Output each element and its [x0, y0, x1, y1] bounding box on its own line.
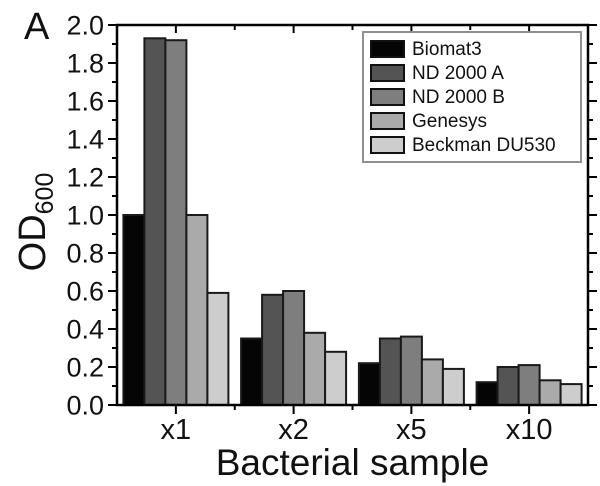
bar-nd-2000-a-x5 [378, 337, 402, 406]
legend-label: Genesys [412, 110, 487, 132]
legend-item: Beckman DU530 [370, 133, 575, 157]
y-axis-title-subscript: 600 [31, 172, 59, 215]
legend-swatch-icon [370, 40, 405, 58]
legend-label: ND 2000 A [412, 62, 504, 84]
y-tick-label: 1.4 [66, 125, 104, 155]
bar-genesys-x5 [420, 358, 444, 406]
legend-label: Beckman DU530 [412, 134, 556, 156]
y-tick-label: 0.8 [66, 239, 104, 269]
y-axis-title: OD600 [7, 142, 59, 302]
bar-biomat3-x10 [475, 381, 499, 407]
bar-beckman-du530-x2 [324, 350, 348, 406]
legend-item: Biomat3 [370, 37, 575, 61]
bar-nd-2000-b-x2 [282, 290, 306, 406]
bar-beckman-du530-x5 [441, 367, 465, 406]
y-tick-label: 1.0 [66, 201, 104, 231]
legend-label: Biomat3 [412, 38, 482, 60]
bar-beckman-du530-x10 [559, 383, 583, 407]
bar-nd-2000-a-x2 [261, 293, 285, 406]
x-axis-title: Bacterial sample [215, 442, 490, 483]
y-tick-label: 1.6 [66, 87, 104, 117]
bar-nd-2000-b-x10 [517, 364, 541, 407]
bar-nd-2000-b-x5 [399, 335, 423, 407]
legend-swatch-icon [370, 112, 405, 130]
y-tick-label: 1.8 [66, 49, 104, 79]
bar-nd-2000-a-x10 [496, 366, 520, 406]
bar-beckman-du530-x1 [206, 291, 230, 406]
y-tick-label: 0.6 [66, 277, 104, 307]
y-tick-label: 0.4 [66, 315, 104, 345]
y-tick-label: 1.2 [66, 163, 104, 193]
panel-label: A [24, 6, 50, 48]
y-tick-label: 2.0 [66, 11, 104, 41]
bar-biomat3-x2 [240, 337, 264, 406]
x-tick-label: x10 [506, 414, 553, 446]
legend-item: Genesys [370, 109, 575, 133]
y-axis-title-text: OD [12, 214, 54, 272]
bar-genesys-x10 [538, 379, 562, 406]
bar-nd-2000-b-x1 [164, 39, 188, 406]
bar-nd-2000-a-x1 [143, 37, 167, 407]
x-tick-label: x1 [161, 414, 192, 446]
x-tick-label: x5 [396, 414, 427, 446]
bar-genesys-x2 [303, 331, 327, 406]
y-tick-label: 0.0 [66, 391, 104, 421]
legend-item: ND 2000 B [370, 85, 575, 109]
legend-swatch-icon [370, 136, 405, 154]
y-tick-label: 0.2 [66, 353, 104, 383]
legend-label: ND 2000 B [412, 86, 505, 108]
bar-biomat3-x1 [122, 214, 146, 406]
bar-biomat3-x5 [357, 362, 381, 407]
legend-swatch-icon [370, 64, 405, 82]
x-tick-label: x2 [278, 414, 309, 446]
legend-item: ND 2000 A [370, 61, 575, 85]
legend-swatch-icon [370, 88, 405, 106]
legend: Biomat3 ND 2000 A ND 2000 B Genesys Beckman … [362, 31, 582, 163]
bar-genesys-x1 [185, 214, 209, 406]
